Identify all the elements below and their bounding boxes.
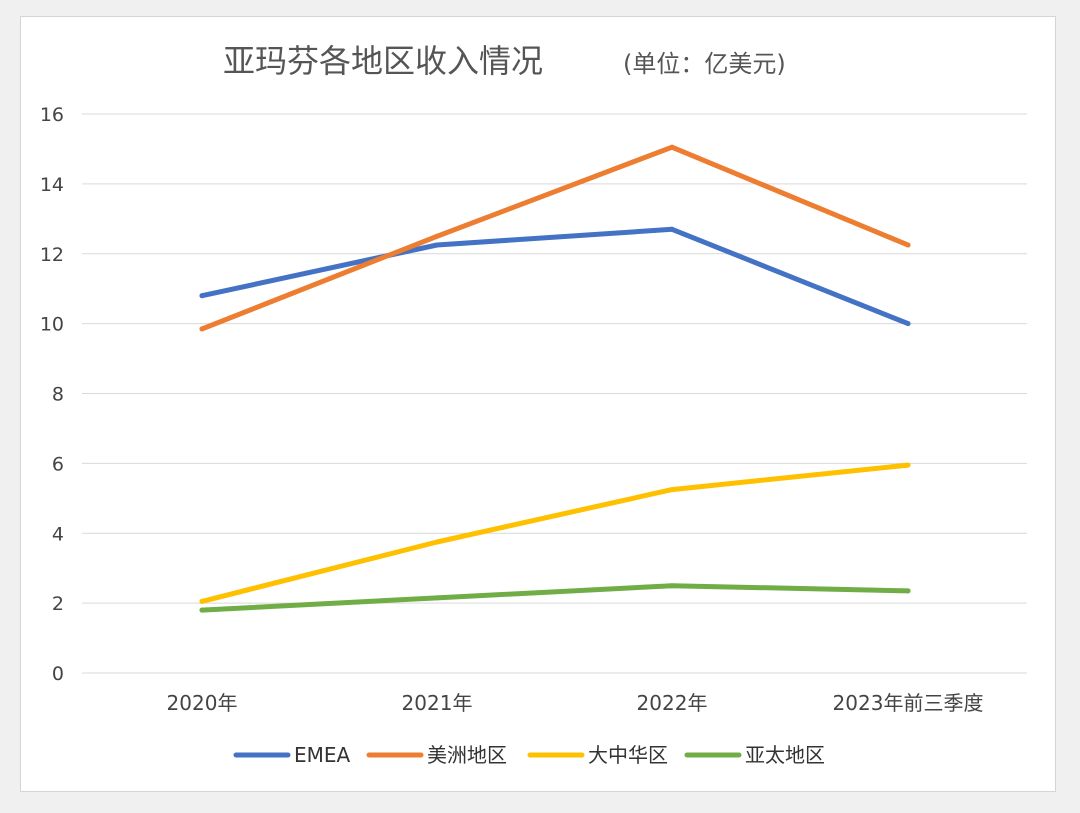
- chart-frame: [20, 16, 1056, 792]
- y-tick-label: 14: [40, 174, 64, 196]
- data-point: [434, 539, 440, 545]
- series-line-4: [199, 583, 911, 613]
- x-tick-label: 2023年前三季度: [833, 691, 984, 715]
- x-tick-label: 2022年: [637, 691, 708, 715]
- data-point: [199, 293, 205, 299]
- data-point: [434, 595, 440, 601]
- chart-subtitle: (单位：亿美元): [623, 50, 786, 78]
- series-lines: [199, 144, 911, 613]
- y-tick-label: 2: [52, 593, 64, 615]
- legend-label: EMEA: [294, 743, 351, 767]
- data-point: [669, 583, 675, 589]
- chart-title: 亚玛芬各地区收入情况: [223, 42, 543, 80]
- data-point: [669, 487, 675, 493]
- x-tick-label: 2020年: [167, 691, 238, 715]
- legend-label: 亚太地区: [745, 743, 825, 767]
- data-point: [905, 321, 911, 327]
- y-tick-label: 10: [40, 314, 64, 336]
- data-point: [199, 607, 205, 613]
- data-point: [905, 462, 911, 468]
- y-axis-ticks: 0 2 4 6 8 10 12 14 16: [40, 104, 64, 685]
- legend-label: 大中华区: [588, 743, 668, 767]
- y-tick-label: 0: [52, 663, 64, 685]
- data-point: [434, 242, 440, 248]
- data-point: [905, 242, 911, 248]
- y-tick-label: 8: [52, 384, 64, 406]
- y-tick-label: 12: [40, 244, 64, 266]
- legend-label: 美洲地区: [427, 743, 507, 767]
- data-point: [905, 588, 911, 594]
- series-line-1: [199, 226, 911, 327]
- x-axis-ticks: 2020年 2021年 2022年 2023年前三季度: [167, 691, 984, 715]
- data-point: [669, 226, 675, 232]
- y-tick-label: 16: [40, 104, 64, 126]
- data-point: [669, 144, 675, 150]
- legend: EMEA 美洲地区 大中华区 亚太地区: [233, 743, 825, 767]
- data-point: [199, 326, 205, 332]
- series-line-3: [199, 462, 911, 604]
- y-tick-label: 4: [52, 523, 64, 545]
- data-point: [434, 233, 440, 239]
- gridlines: [82, 113, 1027, 674]
- data-point: [199, 598, 205, 604]
- y-tick-label: 6: [52, 453, 64, 475]
- series-line-2: [199, 144, 911, 332]
- x-tick-label: 2021年: [402, 691, 473, 715]
